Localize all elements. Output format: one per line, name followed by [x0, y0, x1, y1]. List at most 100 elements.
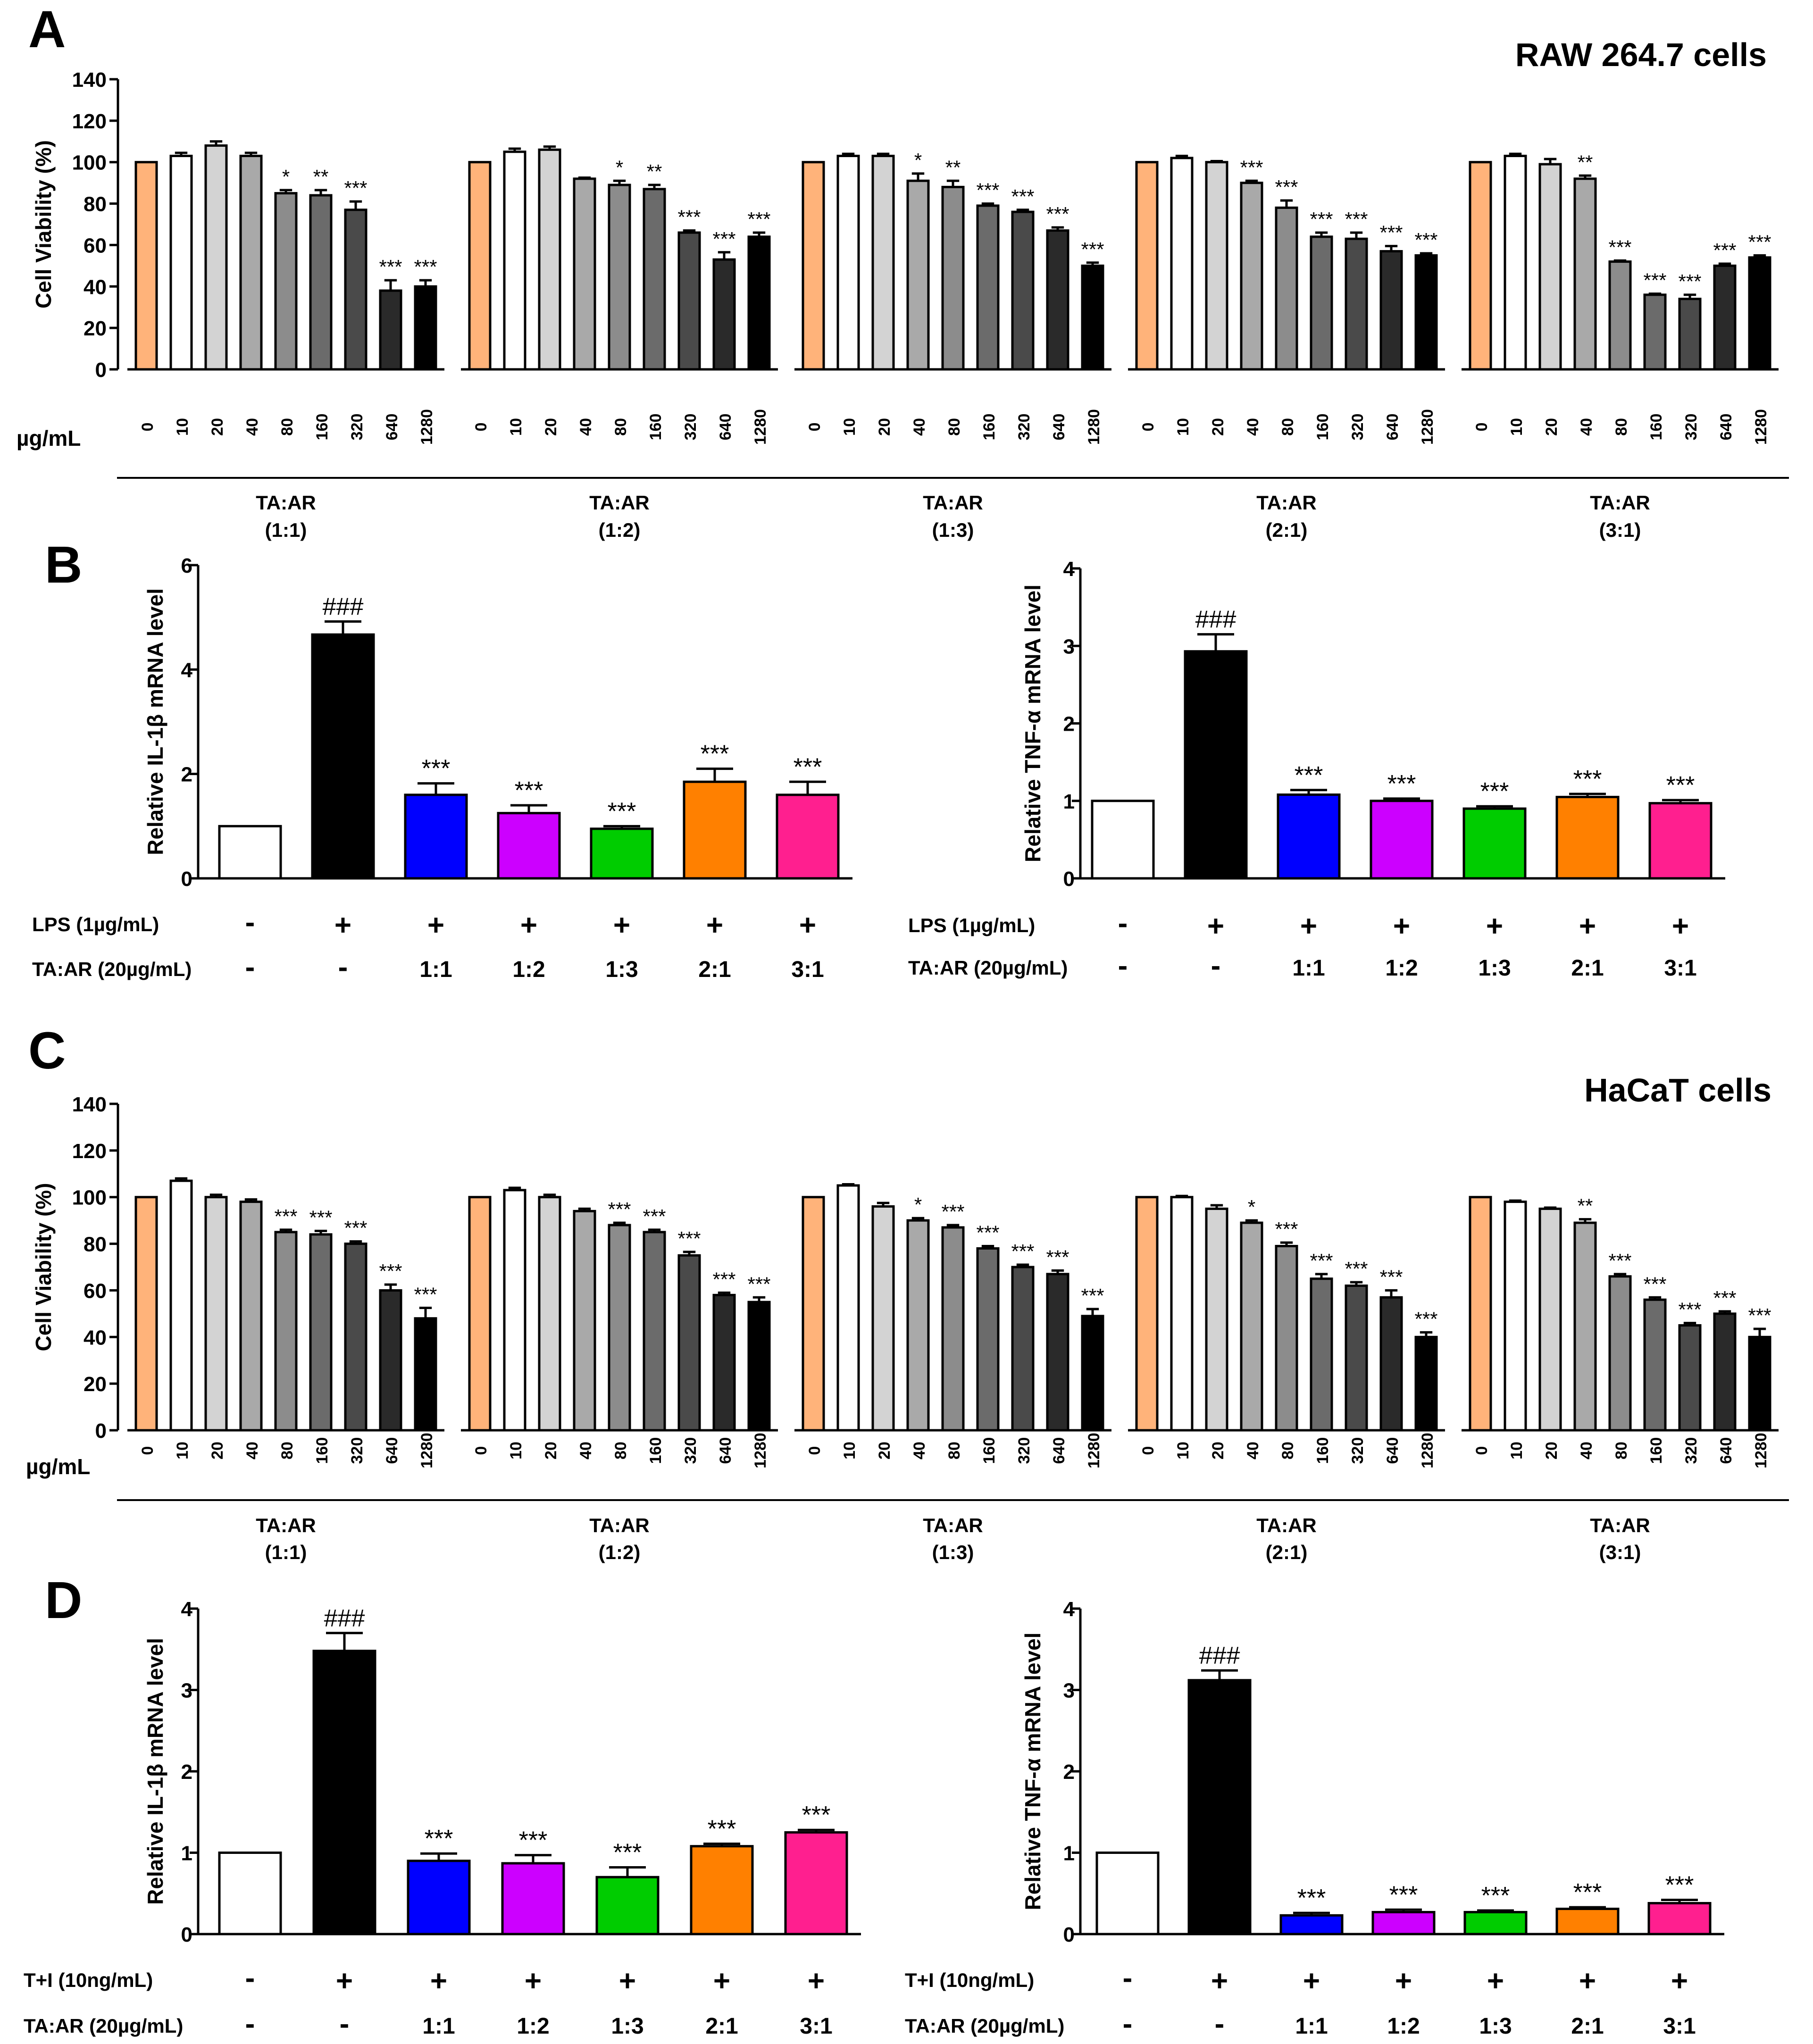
bar [836, 155, 860, 371]
significance-label: *** [1295, 762, 1323, 789]
significance-label: *** [1713, 239, 1736, 261]
significance-label: *** [1297, 1885, 1326, 1912]
x-tick-label: 640 [1050, 414, 1068, 441]
chart-d-il1b: 0 1 2 3 4 Relative IL-1β mRNA level ### *** *** *… [24, 1598, 861, 2040]
bar [1748, 1335, 1771, 1432]
chart-b-il1b: 0 2 4 6 Relative IL-1β mRNA level ### *** *** **… [32, 554, 852, 984]
bar [1187, 1679, 1252, 1936]
y-tick-label: 140 [72, 68, 107, 92]
bar [1538, 1207, 1562, 1432]
bar [1091, 800, 1155, 880]
x-tick-label: 160 [1314, 1437, 1332, 1464]
y-axis-label: Cell Viability (%) [31, 1183, 56, 1351]
x-tick-label: 40 [243, 1442, 261, 1460]
x-tick-label: 0 [139, 423, 157, 432]
bar [643, 188, 666, 371]
y-tick-label: 40 [84, 275, 107, 299]
bar [1345, 1285, 1368, 1432]
x-tick-label: 320 [1015, 1437, 1033, 1464]
group-ratio-label: (1:1) [265, 519, 307, 541]
x-tick-label: 640 [1050, 1437, 1068, 1464]
x-tick-label: 80 [612, 1442, 630, 1460]
x-tick-label: 80 [945, 418, 963, 436]
significance-label: *** [1748, 231, 1771, 253]
group-ratio-label: (1:3) [932, 1541, 974, 1563]
bar [1081, 1315, 1104, 1432]
x-tick-label: 0 [139, 1446, 157, 1455]
significance-label: *** [677, 206, 701, 228]
bar [497, 812, 561, 880]
significance-label: *** [1310, 1250, 1333, 1272]
bar [379, 289, 402, 371]
significance-label: *** [422, 755, 451, 783]
significance-label: *** [1748, 1304, 1771, 1327]
y-tick-label: 0 [1063, 1923, 1075, 1946]
treatment-value: 1:1 [419, 957, 452, 982]
treatment-value: + [1579, 1965, 1596, 1997]
significance-label: *** [1678, 1299, 1701, 1321]
treatment-value: + [1393, 910, 1410, 943]
treatment-value: 1:1 [422, 2014, 455, 2039]
bar [1748, 256, 1771, 371]
x-tick-label: 0 [472, 1446, 490, 1455]
significance-label: *** [1573, 766, 1602, 793]
bar [590, 827, 654, 880]
x-tick-label: 1280 [1085, 409, 1103, 445]
treatment-value: - [245, 906, 255, 939]
bar [1371, 1911, 1436, 1936]
bar [538, 1196, 561, 1432]
treatment-value: 3:1 [791, 957, 824, 982]
bar [169, 1179, 193, 1432]
bar [802, 1196, 825, 1432]
significance-label: *** [1480, 778, 1509, 805]
y-tick-label: 2 [1063, 1760, 1075, 1784]
y-tick-label: 4 [1063, 1598, 1075, 1621]
group-ratio-label: (1:1) [265, 1541, 307, 1563]
treatment-value: + [1671, 1965, 1688, 1997]
treatment-label: TA:AR (20µg/mL) [905, 2015, 1064, 2037]
significance-label: *** [802, 1802, 831, 1829]
x-tick-label: 40 [911, 418, 928, 436]
x-tick-label: 20 [542, 1442, 560, 1460]
treatment-value: + [520, 909, 537, 942]
x-tick-label: 10 [1174, 1442, 1192, 1460]
treatment-value: 1:1 [1295, 2014, 1328, 2039]
y-tick-label: 40 [84, 1326, 107, 1349]
x-tick-label: 160 [313, 1437, 331, 1464]
treatment-value: + [799, 909, 816, 942]
x-tick-label: 640 [717, 1437, 735, 1464]
group-label: TA:AR [256, 1514, 316, 1536]
x-tick-label: 320 [348, 414, 366, 441]
bar [1643, 1298, 1667, 1432]
y-axis-label: Relative IL-1β mRNA level [143, 1638, 167, 1905]
bar [573, 1210, 596, 1432]
bar [712, 1293, 736, 1432]
bar [747, 1301, 771, 1432]
group-label: TA:AR [1256, 1514, 1317, 1536]
significance-label: *** [1414, 229, 1437, 251]
bar [309, 1233, 333, 1432]
significance-label: ### [1199, 1642, 1240, 1669]
significance-label: *** [379, 1260, 402, 1282]
treatment-value: 3:1 [800, 2014, 832, 2039]
x-tick-label: 640 [1384, 1437, 1402, 1464]
y-tick-label: 3 [1063, 635, 1075, 658]
bar [1205, 1207, 1228, 1432]
group-ratio-label: (1:3) [932, 519, 974, 541]
treatment-value: + [1672, 910, 1689, 943]
x-tick-label: 320 [1349, 1437, 1367, 1464]
bar [608, 184, 631, 371]
group-ratio-label: (3:1) [1599, 1541, 1641, 1563]
significance-label: *** [1379, 1266, 1403, 1288]
treatment-label: TA:AR (20µg/mL) [24, 2015, 183, 2037]
significance-label: *** [344, 1217, 367, 1239]
bar [312, 1650, 376, 1936]
x-tick-label: 20 [542, 418, 560, 436]
x-tick-label: 10 [174, 418, 192, 436]
bar [871, 155, 895, 371]
treatment-label: T+I (10ng/mL) [905, 1969, 1034, 1991]
treatment-value: 1:2 [512, 957, 545, 982]
significance-label: *** [1665, 1872, 1694, 1899]
x-tick-label: 80 [1612, 1442, 1630, 1460]
